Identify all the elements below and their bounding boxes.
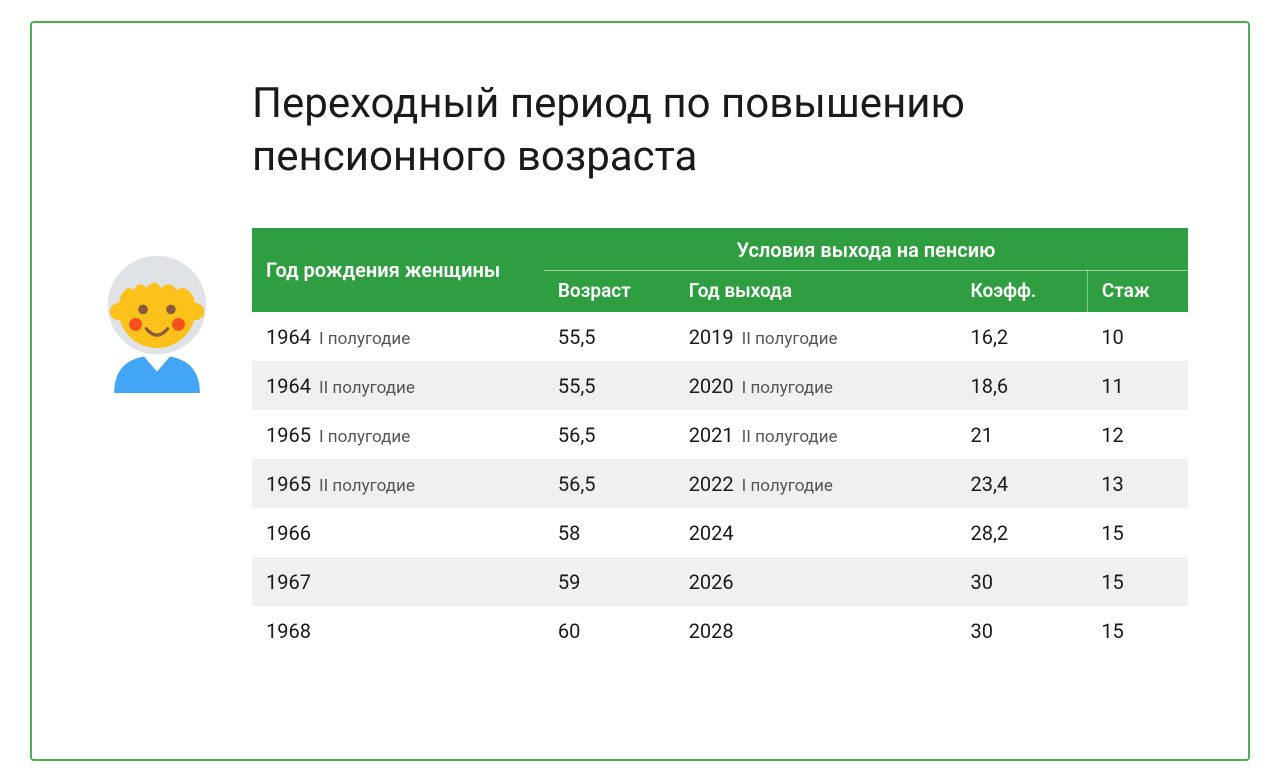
- col-stage: Стаж: [1087, 271, 1188, 313]
- cell-year-value: 1965: [266, 472, 311, 496]
- cell-coef: 16,2: [956, 312, 1087, 361]
- table-row: 1965II полугодие56,52022I полугодие23,41…: [252, 459, 1188, 508]
- cell-coef: 30: [956, 557, 1087, 606]
- cell-coef: 18,6: [956, 361, 1087, 410]
- cell-exit-year: 2024: [675, 508, 957, 557]
- col-exit-year: Год выхода: [675, 271, 957, 313]
- cell-exit-half-value: I полугодие: [742, 476, 833, 496]
- infographic-card: Переходный период по повышению пенсионно…: [30, 21, 1250, 761]
- cell-age: 56,5: [544, 459, 675, 508]
- table-row: 1964I полугодие55,52019II полугодие16,21…: [252, 312, 1188, 361]
- cell-exit-year-value: 2021: [689, 423, 734, 447]
- cell-year-value: 1967: [266, 570, 311, 594]
- cell-birth-year: 1965 II полугодие: [252, 459, 544, 508]
- cell-coef: 23,4: [956, 459, 1087, 508]
- cell-year-value: 1966: [266, 521, 311, 545]
- table-header: Год рождения женщины Условия выхода на п…: [252, 228, 1188, 312]
- col-age: Возраст: [544, 271, 675, 313]
- cell-exit-year: 2028: [675, 606, 957, 655]
- cell-exit-year-value: 2026: [689, 570, 734, 594]
- table-row: 1964II полугодие55,52020I полугодие18,61…: [252, 361, 1188, 410]
- table-row: 1965 I полугодие 56,5 2021 II полугодие 2112: [252, 410, 1188, 459]
- cell-exit-year: 2021 II полугодие: [675, 410, 957, 459]
- pension-table: Год рождения женщины Условия выхода на п…: [252, 228, 1188, 655]
- cell-age: 55,5: [544, 312, 675, 361]
- col-birth-year: Год рождения женщины: [252, 228, 544, 312]
- page-title: Переходный период по повышению пенсионно…: [252, 78, 1188, 183]
- cell-stage: 11: [1087, 361, 1188, 410]
- cell-exit-year: 2026: [675, 557, 957, 606]
- cell-birth-year: 1967: [252, 557, 544, 606]
- cell-birth-year: 1968: [252, 606, 544, 655]
- col-conditions: Условия выхода на пенсию: [544, 228, 1188, 271]
- table-row: 1968 60 2028 3015: [252, 606, 1188, 655]
- cell-half-value: II полугодие: [319, 378, 415, 398]
- cell-exit-year-value: 2028: [689, 619, 734, 643]
- table-row: 1967 59 2026 3015: [252, 557, 1188, 606]
- table-row: 1966 58 2024 28,215: [252, 508, 1188, 557]
- cell-age: 60: [544, 606, 675, 655]
- cell-exit-year: 2019 II полугодие: [675, 312, 957, 361]
- cell-exit-half-value: II полугодие: [742, 329, 838, 349]
- col-coef: Коэфф.: [956, 271, 1087, 313]
- cell-exit-year: 2022 I полугодие: [675, 459, 957, 508]
- pension-table-wrap: Год рождения женщины Условия выхода на п…: [252, 228, 1188, 655]
- cell-birth-year: 1964 II полугодие: [252, 361, 544, 410]
- cell-coef: 30: [956, 606, 1087, 655]
- cell-stage: 15: [1087, 606, 1188, 655]
- elderly-woman-icon: [92, 243, 222, 397]
- cell-birth-year: 1966: [252, 508, 544, 557]
- cell-coef: 21: [956, 410, 1087, 459]
- cell-year-value: 1965: [266, 423, 311, 447]
- content-row: Год рождения женщины Условия выхода на п…: [92, 228, 1188, 655]
- cell-half-value: II полугодие: [319, 476, 415, 496]
- cell-age: 59: [544, 557, 675, 606]
- table-body: 1964I полугодие55,52019II полугодие16,21…: [252, 312, 1188, 655]
- cell-exit-year-value: 2024: [689, 521, 734, 545]
- cell-stage: 10: [1087, 312, 1188, 361]
- cell-exit-year-value: 2019: [689, 325, 734, 349]
- cell-exit-half-value: I полугодие: [742, 378, 833, 398]
- cell-exit-half-value: II полугодие: [742, 427, 838, 447]
- cell-stage: 13: [1087, 459, 1188, 508]
- cell-stage: 15: [1087, 557, 1188, 606]
- cell-year-value: 1964: [266, 325, 311, 349]
- cell-half-value: I полугодие: [319, 427, 410, 447]
- cell-half-value: I полугодие: [319, 329, 410, 349]
- cell-exit-year-value: 2022: [689, 472, 734, 496]
- cell-coef: 28,2: [956, 508, 1087, 557]
- cell-year-value: 1964: [266, 374, 311, 398]
- cell-age: 58: [544, 508, 675, 557]
- cell-exit-year-value: 2020: [689, 374, 734, 398]
- cell-exit-year: 2020 I полугодие: [675, 361, 957, 410]
- cell-birth-year: 1964 I полугодие: [252, 312, 544, 361]
- cell-year-value: 1968: [266, 619, 311, 643]
- cell-age: 55,5: [544, 361, 675, 410]
- cell-stage: 15: [1087, 508, 1188, 557]
- cell-stage: 12: [1087, 410, 1188, 459]
- cell-birth-year: 1965 I полугодие: [252, 410, 544, 459]
- cell-age: 56,5: [544, 410, 675, 459]
